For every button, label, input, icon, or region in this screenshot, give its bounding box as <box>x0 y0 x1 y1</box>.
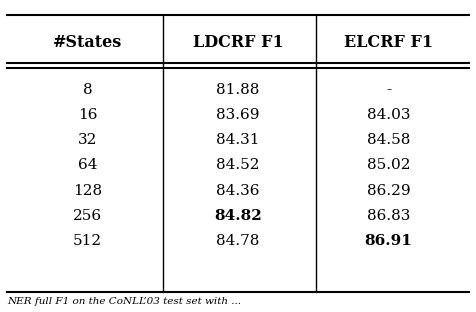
Text: 512: 512 <box>73 234 102 248</box>
Text: 85.02: 85.02 <box>367 158 410 173</box>
Text: 84.36: 84.36 <box>216 184 260 197</box>
Text: 8: 8 <box>83 83 92 97</box>
Text: 64: 64 <box>78 158 97 173</box>
Text: 256: 256 <box>73 209 102 223</box>
Text: 84.31: 84.31 <box>216 133 260 147</box>
Text: 16: 16 <box>78 108 97 122</box>
Text: 84.52: 84.52 <box>216 158 260 173</box>
Text: LDCRF F1: LDCRF F1 <box>193 34 283 51</box>
Text: 128: 128 <box>73 184 102 197</box>
Text: 32: 32 <box>78 133 97 147</box>
Text: 83.69: 83.69 <box>216 108 260 122</box>
Text: #States: #States <box>53 34 122 51</box>
Text: -: - <box>386 83 391 97</box>
Text: NER full F1 on the CoNLL’03 test set with ...: NER full F1 on the CoNLL’03 test set wit… <box>8 297 241 306</box>
Text: 84.03: 84.03 <box>367 108 410 122</box>
Text: 84.58: 84.58 <box>367 133 410 147</box>
Text: 86.83: 86.83 <box>367 209 410 223</box>
Text: 86.91: 86.91 <box>365 234 413 248</box>
Text: 84.78: 84.78 <box>216 234 260 248</box>
Text: 86.29: 86.29 <box>367 184 410 197</box>
Text: 84.82: 84.82 <box>214 209 262 223</box>
Text: ELCRF F1: ELCRF F1 <box>344 34 433 51</box>
Text: 81.88: 81.88 <box>216 83 260 97</box>
